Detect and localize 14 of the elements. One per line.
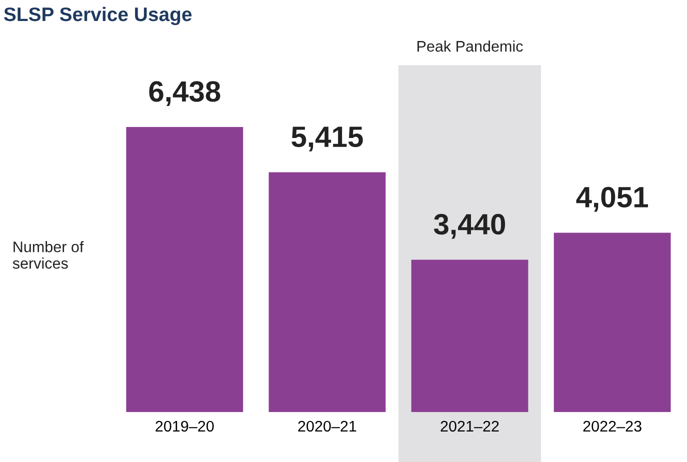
bar	[126, 127, 244, 412]
data-label: 5,415	[292, 126, 363, 152]
bar	[554, 232, 671, 412]
bar	[268, 172, 386, 412]
data-label: 4,051	[576, 186, 648, 212]
data-label: 6,438	[149, 81, 220, 106]
chart-title: SLSP Service Usage	[4, 6, 192, 26]
data-label: 3,440	[434, 214, 506, 239]
band-label: Peak Pandemic	[417, 40, 523, 52]
x-tick-label: 2021–22	[440, 420, 499, 432]
x-tick-label: 2020–21	[298, 420, 356, 432]
x-tick-label: 2022–23	[583, 420, 642, 432]
y-axis-title: Number of services	[12, 241, 84, 269]
x-tick-label: 2019–20	[156, 420, 214, 432]
